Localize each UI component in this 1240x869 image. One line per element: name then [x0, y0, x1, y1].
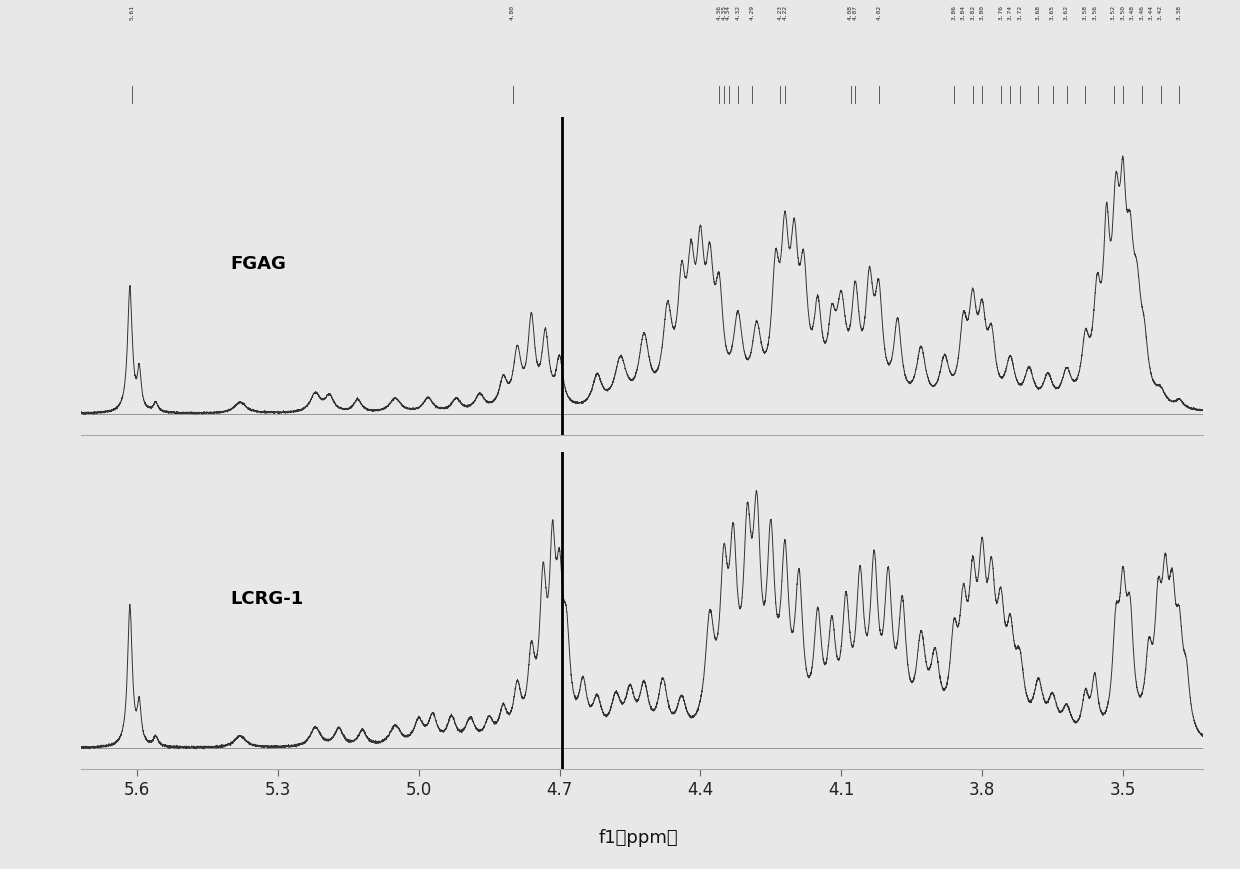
Text: FGAG: FGAG: [231, 255, 286, 274]
Text: 3.38: 3.38: [1177, 5, 1182, 20]
Text: f1（ppm）: f1（ppm）: [599, 829, 678, 847]
Text: 3.42: 3.42: [1158, 5, 1163, 20]
Text: 4.23: 4.23: [777, 5, 782, 20]
Text: 3.58: 3.58: [1083, 5, 1087, 20]
Text: 3.74: 3.74: [1008, 5, 1013, 20]
Text: 4.35: 4.35: [722, 5, 727, 20]
Text: 4.32: 4.32: [735, 5, 740, 20]
Text: 3.62: 3.62: [1064, 5, 1069, 20]
Text: 4.07: 4.07: [853, 5, 858, 20]
Text: 3.68: 3.68: [1035, 5, 1040, 20]
Text: 3.44: 3.44: [1148, 5, 1153, 20]
Text: 4.80: 4.80: [510, 5, 515, 20]
Text: 4.34: 4.34: [727, 5, 732, 20]
Text: 3.56: 3.56: [1092, 5, 1097, 20]
Text: 3.72: 3.72: [1017, 5, 1022, 20]
Text: 4.22: 4.22: [782, 5, 787, 20]
Text: 3.76: 3.76: [998, 5, 1003, 20]
Text: 3.50: 3.50: [1121, 5, 1126, 20]
Text: 3.84: 3.84: [961, 5, 966, 20]
Text: 4.08: 4.08: [848, 5, 853, 20]
Text: 3.48: 3.48: [1130, 5, 1135, 20]
Text: 3.46: 3.46: [1140, 5, 1145, 20]
Text: 3.80: 3.80: [980, 5, 985, 20]
Text: 3.65: 3.65: [1050, 5, 1055, 20]
Text: LCRG-1: LCRG-1: [231, 590, 304, 608]
Text: 3.52: 3.52: [1111, 5, 1116, 20]
Text: 4.36: 4.36: [717, 5, 722, 20]
Text: 5.61: 5.61: [130, 5, 135, 20]
Text: 3.86: 3.86: [951, 5, 956, 20]
Text: 3.82: 3.82: [970, 5, 975, 20]
Text: 4.29: 4.29: [749, 5, 755, 20]
Text: 4.02: 4.02: [877, 5, 882, 20]
